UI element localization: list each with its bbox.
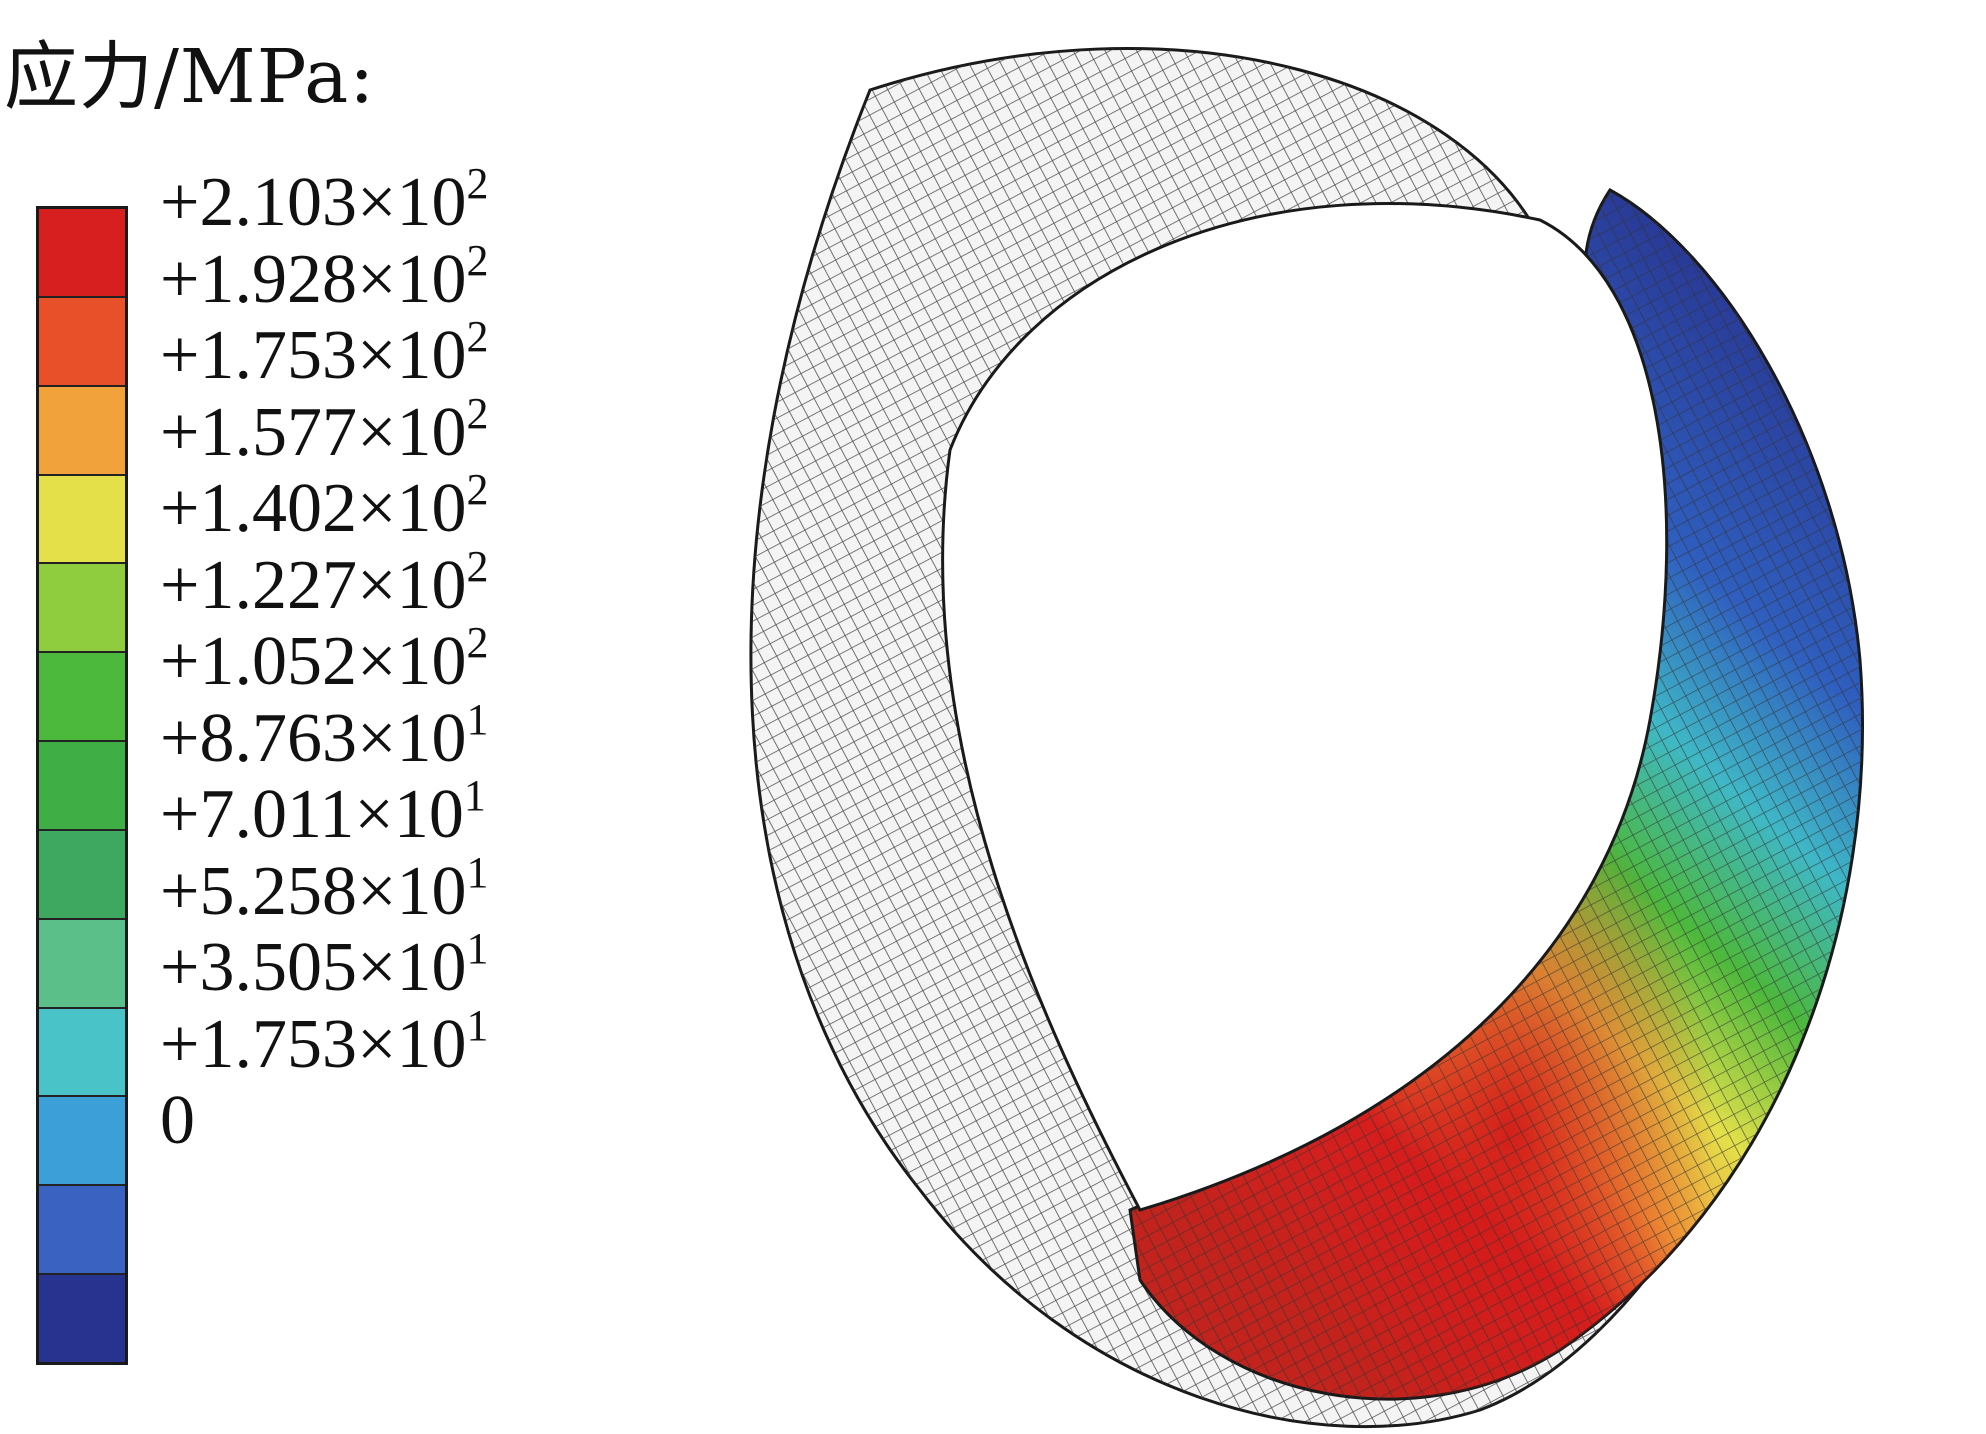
colorbar-tick-label: +7.011×101 [160,771,486,853]
colorbar-swatch [39,919,125,1009]
colorbar-swatch [39,475,125,565]
colorbar-swatch [39,1275,125,1362]
colorbar-tick-label: +1.753×102 [160,312,489,394]
colorbar-tick-label: +8.763×101 [160,694,489,777]
colorbar-swatch [39,297,125,387]
colorbar-swatch [39,209,125,298]
colorbar-swatch [39,564,125,654]
deformed-ring-mesh-icon [749,47,1864,1429]
legend-title: 应力/MPa: [4,34,376,120]
colorbar-tick-label: +1.577×102 [160,388,489,471]
colorbar-tick-label: 0 [160,1082,195,1159]
colorbar-swatch [39,1186,125,1276]
colorbar-tick-label: +1.052×102 [160,618,489,700]
colorbar-tick-label: +3.505×101 [160,924,489,1006]
colorbar-swatch [39,830,125,920]
colorbar-tick-label: +1.402×102 [160,465,489,547]
colorbar-swatch [39,742,125,831]
colorbar-swatch [39,653,125,743]
ring-opening [941,202,1669,1212]
colorbar-swatch [39,1097,125,1187]
colorbar-tick-label: +2.103×102 [160,159,489,241]
colorbar-swatch [39,1008,125,1098]
colorbar-swatch [39,386,125,476]
stress-colorbar [36,206,128,1365]
colorbar-tick-label: +1.753×101 [160,1000,489,1083]
colorbar-tick-label: +5.258×101 [160,847,489,930]
colorbar-tick-label: +1.928×102 [160,235,489,318]
colorbar-tick-label: +1.227×102 [160,541,489,624]
